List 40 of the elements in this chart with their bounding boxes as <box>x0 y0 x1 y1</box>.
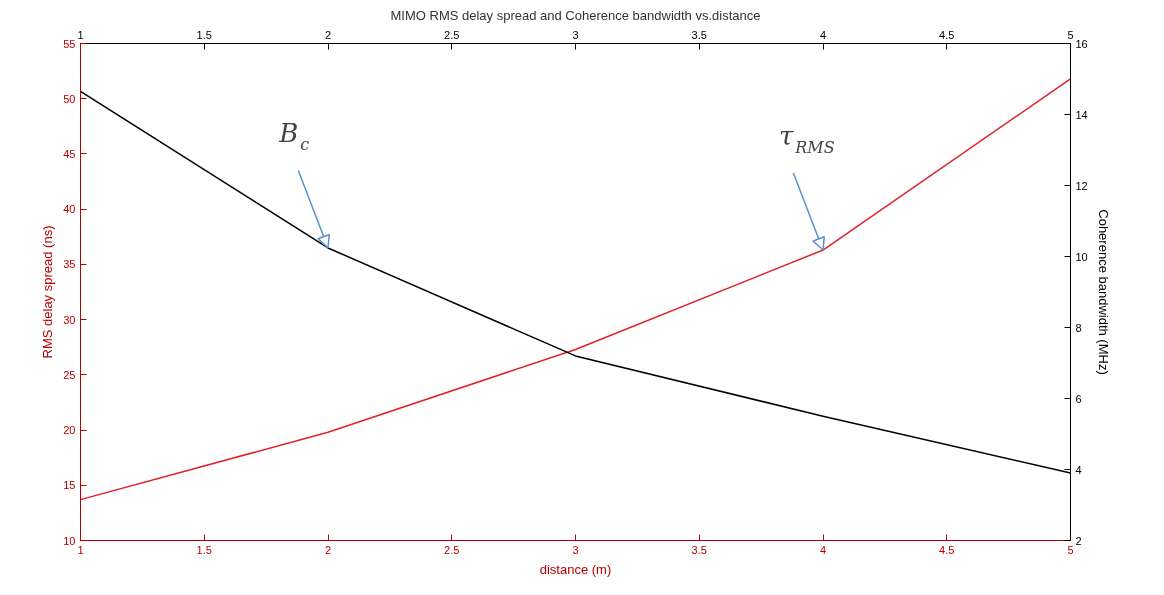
x-tick-label: 4 <box>819 28 827 41</box>
y-tick-label: 15 <box>63 479 76 492</box>
y-tick-label: 45 <box>63 147 76 160</box>
y-tick-label: 25 <box>63 368 76 381</box>
x2-tick-label: 4.5 <box>939 543 955 556</box>
y-tick-label: 50 <box>63 92 76 105</box>
x-tick-label: 1.5 <box>196 28 212 41</box>
x2-tick-label: 2.5 <box>444 543 460 556</box>
x-tick-label: 2.5 <box>444 28 460 41</box>
y-tick-label: 55 <box>63 37 76 50</box>
x-tick-label: 4.5 <box>939 28 955 41</box>
x2-tick-label: 1 <box>77 543 84 556</box>
y-axis-title: RMS delay spread (ns) <box>40 225 56 359</box>
x2-tick-label: 3 <box>572 543 579 556</box>
y-tick-label: 30 <box>63 313 76 326</box>
x-tick-label: 3.5 <box>691 28 707 41</box>
x2-tick-label: 4 <box>819 543 827 556</box>
x-tick-label: 1 <box>77 28 84 41</box>
x2-tick-label: 5 <box>1067 543 1074 556</box>
chart-title: MIMO RMS delay spread and Coherence bandwidth vs.distance <box>390 7 761 23</box>
x-tick-label: 5 <box>1067 28 1074 41</box>
x2-tick-label: 1.5 <box>196 543 212 556</box>
x2-tick-label: 2 <box>324 543 332 556</box>
y-tick-label: 35 <box>63 258 76 271</box>
y2-axis-title: Coherence bandwidth (MHz) <box>1095 209 1111 375</box>
y2-tick-label: 16 <box>1075 37 1088 50</box>
y2-tick-label: 4 <box>1075 463 1082 476</box>
y-tick-label: 40 <box>63 203 76 216</box>
x-axis-title: distance (m) <box>539 561 612 577</box>
y-tick-label: 20 <box>63 424 76 437</box>
x-tick-label: 3 <box>572 28 579 41</box>
x2-tick-label: 3.5 <box>691 543 707 556</box>
x-tick-label: 2 <box>324 28 332 41</box>
y-tick-label: 10 <box>63 534 76 547</box>
y2-tick-label: 8 <box>1075 321 1082 334</box>
y2-tick-label: 12 <box>1075 179 1088 192</box>
y2-tick-label: 6 <box>1075 392 1082 405</box>
y2-tick-label: 2 <box>1075 534 1082 547</box>
y2-tick-label: 10 <box>1075 250 1088 263</box>
y2-tick-label: 14 <box>1075 108 1088 121</box>
